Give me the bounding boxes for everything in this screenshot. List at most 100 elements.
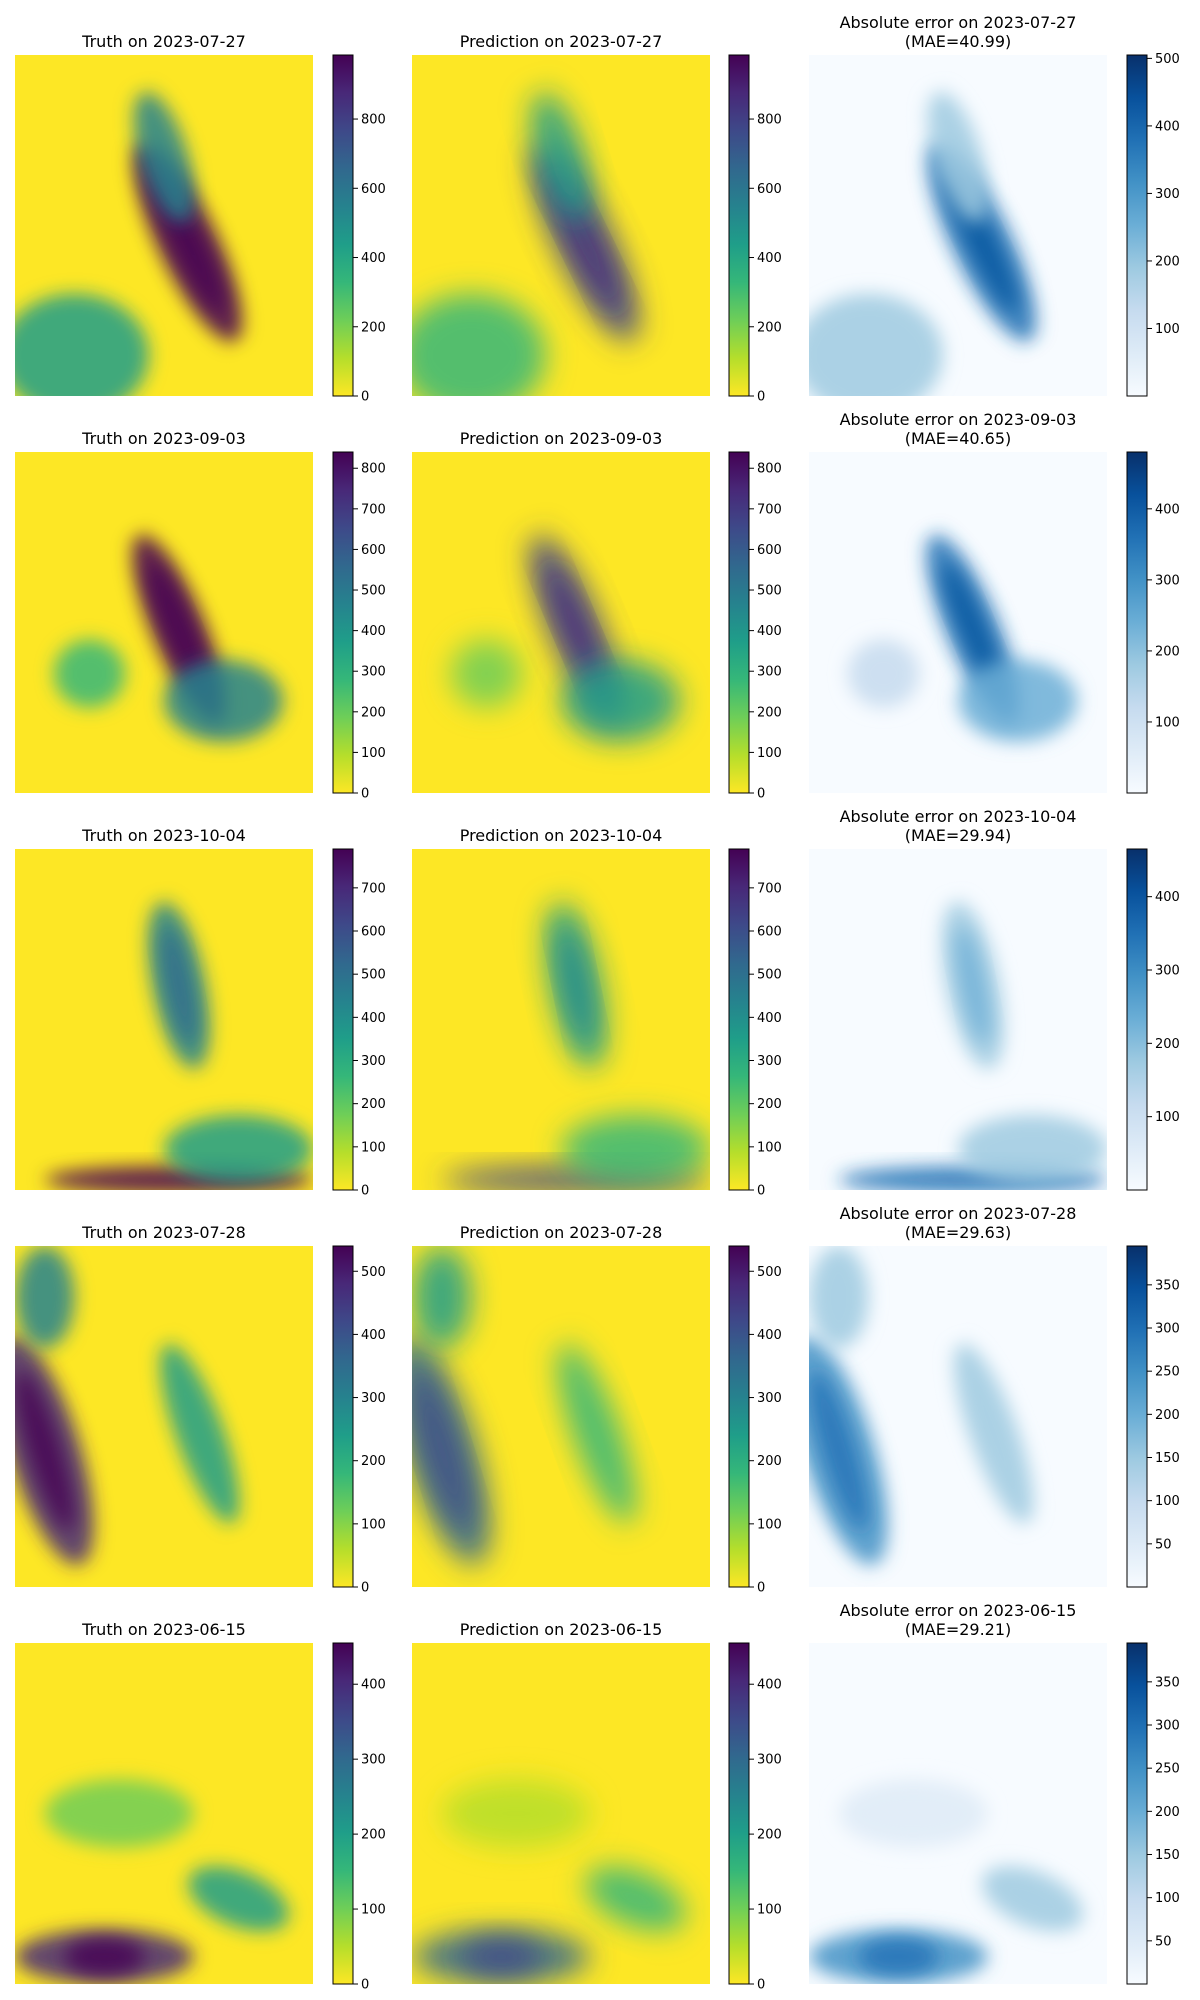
panel-title: Prediction on 2023-09-03 [460, 429, 663, 448]
field-feature-core [559, 926, 593, 1044]
colorbar-tick-label: 150 [1155, 1451, 1180, 1466]
field-feature [160, 1343, 240, 1524]
field-feature [557, 1343, 637, 1524]
panel-title: Absolute error on 2023-06-15 [840, 1601, 1077, 1620]
colorbar-tick-label: 100 [361, 1903, 386, 1918]
colorbar-frame [728, 451, 750, 794]
truth-panel-2023-10-04: Truth on 2023-10-04 0 100 200 300 400 500 600 70… [15, 826, 386, 1199]
panel-title: Prediction on 2023-07-27 [460, 32, 663, 51]
colorbar-tick-label: 100 [757, 1140, 782, 1155]
colorbar-tick-label: 400 [361, 624, 386, 639]
colorbar-gradient [729, 55, 749, 396]
colorbar-tick-label: 200 [361, 1097, 386, 1112]
colorbar-gradient [333, 849, 353, 1190]
colorbar-tick-label: 250 [1155, 1365, 1180, 1380]
heatmap-image [15, 1246, 313, 1587]
colorbar-tick-label: 700 [361, 881, 386, 896]
colorbar-gradient [333, 55, 353, 396]
colorbar-tick-label: 300 [1155, 964, 1180, 979]
colorbar-gradient [729, 1643, 749, 1984]
colorbar-tick-label: 100 [361, 1140, 386, 1155]
colorbar: 0 100 200 300 400 500 600 700 [728, 848, 782, 1199]
truth-panel-2023-07-27: Truth on 2023-07-27 0 200 400 600 800 [15, 32, 386, 405]
error-panel-2023-07-28: Absolute error on 2023-07-28(MAE=29.63) 5… [809, 1204, 1180, 1588]
colorbar-tick-label: 300 [1155, 187, 1180, 202]
colorbar-gradient [333, 1246, 353, 1587]
colorbar-tick-label: 200 [1155, 254, 1180, 269]
field-feature-core [148, 563, 209, 696]
colorbar-tick-label: 300 [1155, 1719, 1180, 1734]
colorbar-tick-label: 50 [1155, 1537, 1172, 1552]
colorbar-gradient [729, 849, 749, 1190]
field-feature [412, 293, 547, 396]
colorbar-tick-label: 400 [757, 624, 782, 639]
field-feature [561, 660, 681, 742]
panel-mae-label: (MAE=29.21) [905, 1620, 1012, 1639]
colorbar-frame [728, 848, 750, 1191]
colorbar-tick-label: 150 [1155, 1848, 1180, 1863]
colorbar-frame [1126, 1642, 1148, 1985]
heatmap-image [809, 1643, 1107, 1984]
colorbar-tick-label: 500 [361, 968, 386, 983]
colorbar-tick-label: 500 [361, 1265, 386, 1280]
colorbar-tick-label: 400 [757, 1678, 782, 1693]
colorbar-frame [332, 54, 354, 397]
panel-title: Absolute error on 2023-07-27 [840, 13, 1077, 32]
field-feature [561, 1114, 710, 1184]
field-feature [809, 1246, 869, 1349]
panel-title: Truth on 2023-06-15 [81, 1620, 246, 1639]
truth-panel-2023-07-28: Truth on 2023-07-28 0 100 200 300 400 500 [15, 1223, 386, 1596]
colorbar-tick-label: 200 [361, 1828, 386, 1843]
colorbar-tick-label: 300 [757, 1391, 782, 1406]
colorbar-tick-label: 400 [1155, 890, 1180, 905]
colorbar: 0 100 200 300 400 500 [728, 1245, 782, 1596]
colorbar-tick-label: 100 [361, 1517, 386, 1532]
colorbar: 0 100 200 300 400 [728, 1642, 782, 1993]
colorbar-tick-label: 300 [757, 1054, 782, 1069]
field-feature [15, 293, 150, 396]
panel-title: Prediction on 2023-06-15 [460, 1620, 663, 1639]
colorbar: 0 100 200 300 400 500 600 700 800 [728, 451, 782, 802]
field-feature-core [15, 1370, 74, 1531]
field-feature-core [942, 563, 1003, 696]
panel-mae-label: (MAE=40.65) [905, 429, 1012, 448]
colorbar-tick-label: 200 [757, 1097, 782, 1112]
heatmap-image [809, 849, 1107, 1190]
heatmap-image [412, 1643, 710, 1984]
colorbar-tick-label: 400 [757, 251, 782, 266]
colorbar-tick-label: 50 [1155, 1934, 1172, 1949]
colorbar-tick-label: 0 [361, 787, 369, 802]
colorbar: 50 100 150 200 250 300 350 [1126, 1642, 1180, 1985]
colorbar-gradient [1127, 55, 1147, 396]
panel-title: Prediction on 2023-07-28 [460, 1223, 663, 1242]
colorbar-gradient [333, 452, 353, 793]
colorbar-tick-label: 500 [757, 584, 782, 599]
colorbar-tick-label: 400 [757, 1328, 782, 1343]
colorbar-tick-label: 350 [1155, 1278, 1180, 1293]
colorbar-tick-label: 0 [361, 1581, 369, 1596]
colorbar-tick-label: 300 [361, 665, 386, 680]
colorbar-tick-label: 600 [361, 543, 386, 558]
colorbar-tick-label: 0 [757, 1581, 765, 1596]
heatmap-image [412, 849, 710, 1190]
heatmap-image [15, 55, 313, 396]
field-feature [44, 1779, 194, 1848]
field-feature [450, 639, 523, 708]
prediction-panel-2023-10-04: Prediction on 2023-10-04 0 100 200 300 400 500… [412, 826, 782, 1199]
field-feature-core [956, 926, 990, 1044]
colorbar-tick-label: 200 [757, 705, 782, 720]
colorbar-tick-label: 400 [361, 1011, 386, 1026]
field-feature [15, 1246, 75, 1349]
panel-title: Truth on 2023-07-28 [81, 1223, 246, 1242]
colorbar-tick-label: 200 [1155, 1408, 1180, 1423]
field-feature-core [809, 1370, 868, 1531]
colorbar-tick-label: 600 [757, 925, 782, 940]
colorbar-tick-label: 400 [361, 251, 386, 266]
row-2023-09-03: Truth on 2023-09-03 0 100 200 300 400 500 600 70… [15, 410, 1180, 802]
colorbar-tick-label: 300 [1155, 573, 1180, 588]
colorbar-tick-label: 100 [1155, 715, 1180, 730]
colorbar-gradient [1127, 1246, 1147, 1587]
colorbar: 100 200 300 400 [1126, 451, 1180, 794]
panel-title: Truth on 2023-09-03 [81, 429, 246, 448]
